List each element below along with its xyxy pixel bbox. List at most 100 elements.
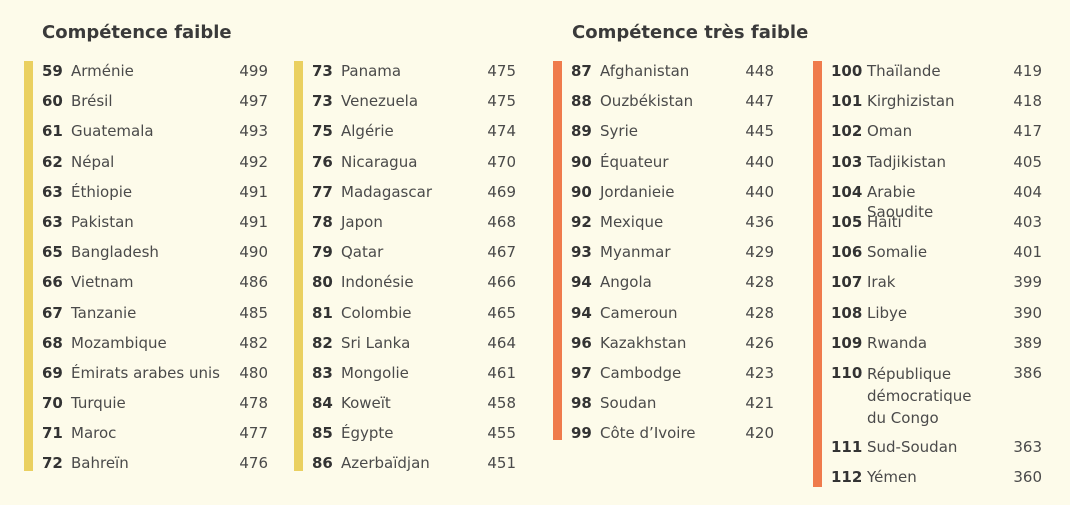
rank-number: 108 [831,303,863,322]
country-name: Mongolie [341,363,409,382]
country-name: Algérie [341,122,394,141]
score-value: 418 [1013,92,1042,111]
country-name: Syrie [600,122,638,141]
ranking-row: 94 Cameroun 428 [571,303,774,323]
country-name: Japon [341,212,383,231]
rank-number: 83 [312,363,333,382]
score-value: 477 [239,424,268,443]
score-value: 492 [239,152,268,171]
rank-number: 59 [42,62,63,80]
score-value: 389 [1013,333,1042,352]
ranking-row: 66 Vietnam 486 [42,272,268,292]
rank-number: 78 [312,212,333,231]
ranking-list: 59 Arménie 499 60 Brésil 497 61 Guatemala 493 62 N… [42,61,268,484]
yellow-category-bar [24,61,33,471]
rank-number: 69 [42,363,63,382]
rank-number: 63 [42,212,63,231]
country-name: Nicaragua [341,152,418,171]
country-name: Indonésie [341,273,414,292]
score-value: 420 [745,424,774,443]
rank-number: 106 [831,243,863,262]
ranking-row: 67 Tanzanie 485 [42,303,268,323]
rank-number: 67 [42,303,63,322]
rank-number: 96 [571,333,592,352]
section-title-low-proficiency: Compétence faible [42,22,232,43]
orange-category-bar [553,61,562,440]
country-name: Madagascar [341,182,432,201]
ranking-row: 73 Panama 475 [312,61,516,81]
ranking-row: 85 Égypte 455 [312,423,516,443]
score-value: 469 [487,182,516,201]
country-name: Kirghizistan [867,92,955,111]
country-name: Irak [867,273,896,292]
ranking-list: 73 Panama 475 73 Venezuela 475 75 Algérie 474 76 N… [312,61,516,484]
country-name: Bahreïn [71,454,129,473]
score-value: 499 [239,62,268,80]
country-name: Venezuela [341,92,419,111]
rank-number: 86 [312,454,333,473]
rank-number: 102 [831,122,863,141]
country-name: Éthiopie [71,182,133,201]
ranking-row: 93 Myanmar 429 [571,242,774,262]
rank-number: 89 [571,122,592,141]
country-name: Kazakhstan [600,333,687,352]
ranking-row: 88 Ouzbékistan 447 [571,91,774,111]
ranking-row: 96 Kazakhstan 426 [571,333,774,353]
ranking-row: 62 Népal 492 [42,152,268,172]
score-value: 475 [487,92,516,111]
ranking-row: 103 Tadjikistan 405 [831,152,1042,172]
score-value: 491 [239,182,268,201]
country-name: Maroc [71,424,117,443]
score-value: 465 [487,303,516,322]
score-value: 466 [487,273,516,292]
rank-number: 85 [312,424,333,443]
country-name: Colombie [341,303,412,322]
rank-number: 105 [831,212,863,231]
country-name: Angola [600,273,652,292]
ranking-row: 60 Brésil 497 [42,91,268,111]
ranking-row: 82 Sri Lanka 464 [312,333,516,353]
country-name: Équateur [600,152,669,171]
score-value: 497 [239,92,268,111]
score-value: 476 [239,454,268,473]
country-name: Somalie [867,243,928,262]
score-value: 401 [1013,243,1042,262]
rank-number: 97 [571,363,592,382]
score-value: 468 [487,212,516,231]
country-name: République démocratique du Congo [867,364,972,427]
ranking-list: 100 Thaïlande 419 101 Kirghizistan 418 102 Oman… [831,61,1042,497]
rank-number: 100 [831,62,863,80]
orange-category-bar [813,61,822,487]
section-title-very-low-proficiency: Compétence très faible [572,22,809,43]
ranking-row: 99 Côte d’Ivoire 420 [571,423,774,443]
score-value: 451 [487,454,516,473]
rank-number: 109 [831,333,863,352]
score-value: 419 [1013,62,1042,80]
rank-number: 62 [42,152,63,171]
ranking-row: 73 Venezuela 475 [312,91,516,111]
ranking-row: 102 Oman 417 [831,121,1042,141]
score-value: 478 [239,394,268,413]
rank-number: 94 [571,303,592,322]
country-name: Turquie [71,394,126,413]
rank-number: 63 [42,182,63,201]
score-value: 428 [745,273,774,292]
country-name: Afghanistan [600,62,690,80]
rank-number: 66 [42,273,63,292]
ranking-row: 80 Indonésie 466 [312,272,516,292]
ranking-row: 81 Colombie 465 [312,303,516,323]
score-value: 363 [1013,437,1042,456]
score-value: 426 [745,333,774,352]
country-name: Vietnam [71,273,134,292]
country-name: Arménie [71,62,134,80]
score-value: 447 [745,92,774,111]
country-name: Thaïlande [867,62,941,80]
country-name: Azerbaïdjan [341,454,430,473]
ranking-row: 65 Bangladesh 490 [42,242,268,262]
rank-number: 60 [42,92,63,111]
country-name: Arabie Saoudite [867,182,934,221]
country-name: Jordanieie [600,182,675,201]
rank-number: 94 [571,273,592,292]
ranking-row: 105 Haïti 403 [831,212,1042,232]
score-value: 445 [745,122,774,141]
